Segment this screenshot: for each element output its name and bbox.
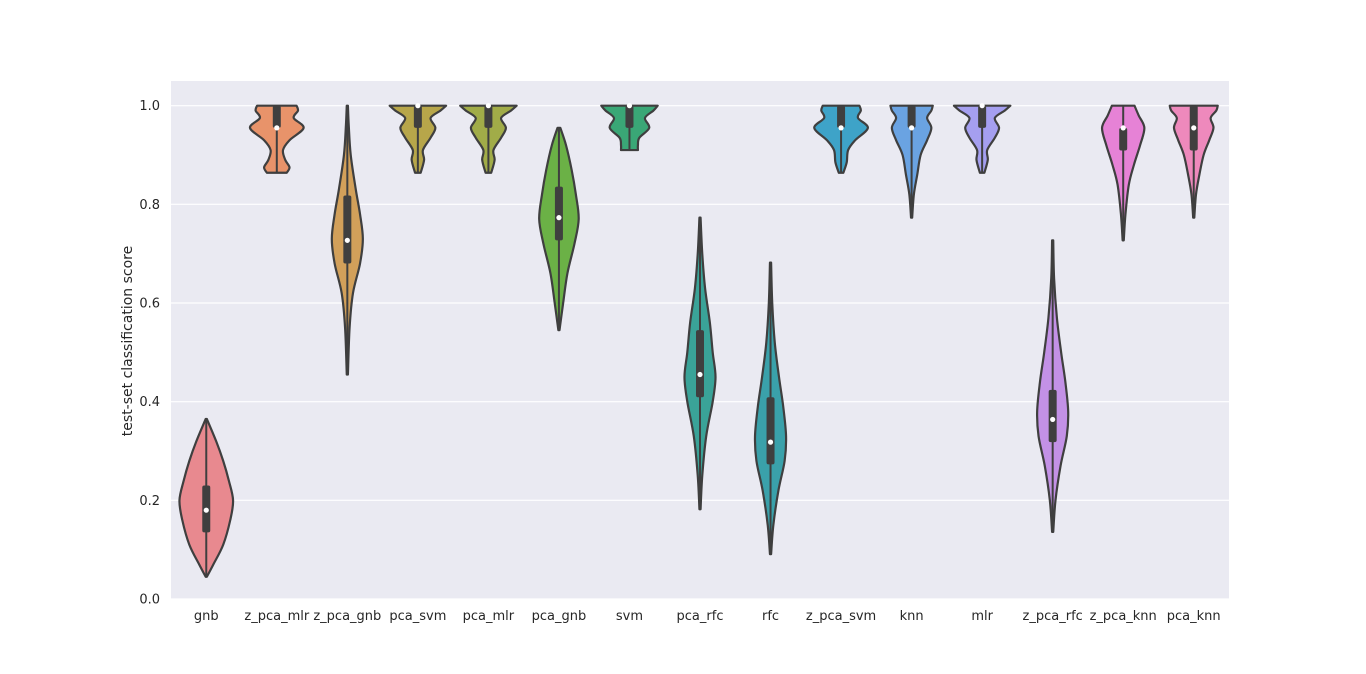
violins: [178, 103, 1219, 578]
violin-z_pca_rfc: [1035, 239, 1070, 534]
violin-iqr-box: [907, 105, 916, 128]
violin-median-point: [556, 215, 562, 221]
violin-median-point: [767, 439, 774, 445]
violin-median-point: [838, 125, 844, 131]
violin-z_pca_knn: [1100, 104, 1146, 242]
violin-median-point: [203, 507, 209, 513]
x-tick-label: rfc: [762, 609, 779, 624]
x-tick-label: pca_mlr: [463, 609, 515, 624]
x-tick-label: z_pca_gnb: [313, 609, 381, 624]
violin-median-point: [1050, 416, 1056, 423]
x-tick-label: pca_knn: [1167, 609, 1221, 624]
y-axis-label: test-set classification score: [120, 246, 136, 436]
violin-knn: [889, 104, 934, 219]
violin-iqr-box: [413, 105, 422, 128]
violin-svm: [600, 103, 659, 152]
violin-pca_mlr: [459, 103, 518, 174]
violin-iqr-box: [625, 105, 634, 128]
violin-z_pca_gnb: [330, 104, 364, 376]
y-tick-label: 1.0: [139, 99, 160, 114]
violin-iqr-box: [766, 397, 775, 465]
violin-iqr-box: [1048, 389, 1057, 443]
violin-mlr: [952, 103, 1012, 174]
y-tick-label: 0.8: [139, 198, 160, 213]
x-tick-label: z_pca_knn: [1090, 609, 1157, 624]
x-tick-label: svm: [616, 609, 643, 624]
violin-pca_gnb: [538, 126, 580, 332]
violin-median-point: [415, 103, 421, 109]
y-tick-label: 0.4: [139, 395, 160, 410]
violin-z_pca_mlr: [248, 104, 305, 174]
violin-median-point: [344, 237, 350, 243]
x-tick-label: pca_svm: [389, 609, 446, 624]
violin-iqr-box: [978, 105, 987, 128]
x-tick-labels: gnb z_pca_mlr z_pca_gnb pca_svm pca_mlr pca_g…: [194, 609, 1221, 624]
x-tick-label: pca_rfc: [677, 609, 724, 624]
x-tick-label: z_pca_svm: [806, 609, 876, 624]
violin-z_pca_svm: [813, 104, 869, 174]
violin-median-point: [979, 103, 985, 109]
x-tick-label: z_pca_rfc: [1023, 609, 1083, 624]
violin-median-point: [274, 125, 280, 131]
y-tick-labels: 0.0 0.2 0.4 0.6 0.8 1.0: [139, 99, 160, 607]
violin-pca_knn: [1168, 104, 1219, 219]
x-tick-label: z_pca_mlr: [244, 609, 309, 624]
violin-iqr-box: [272, 105, 281, 128]
y-tick-label: 0.0: [139, 593, 160, 608]
violin-iqr-box: [484, 105, 493, 128]
violin-median-point: [626, 103, 633, 109]
violin-pca_rfc: [683, 216, 717, 511]
violin-median-point: [1120, 125, 1126, 131]
x-tick-label: knn: [900, 609, 924, 624]
violin-gnb: [178, 417, 235, 578]
violin-median-point: [697, 371, 703, 378]
violin-iqr-box: [837, 105, 846, 128]
violin-iqr-box: [1119, 127, 1128, 151]
x-tick-label: mlr: [971, 609, 993, 624]
x-tick-label: pca_gnb: [532, 609, 587, 624]
violin-median-point: [1191, 125, 1197, 131]
violin-rfc: [753, 261, 788, 556]
violin-pca_svm: [388, 103, 448, 174]
violin-iqr-box: [554, 186, 563, 241]
y-tick-label: 0.6: [139, 297, 160, 312]
y-tick-label: 0.2: [139, 494, 160, 509]
x-tick-label: gnb: [194, 609, 219, 624]
violin-iqr-box: [696, 330, 704, 398]
violin-median-point: [909, 125, 915, 131]
violin-median-point: [485, 103, 491, 109]
violin-iqr-box: [343, 195, 352, 264]
